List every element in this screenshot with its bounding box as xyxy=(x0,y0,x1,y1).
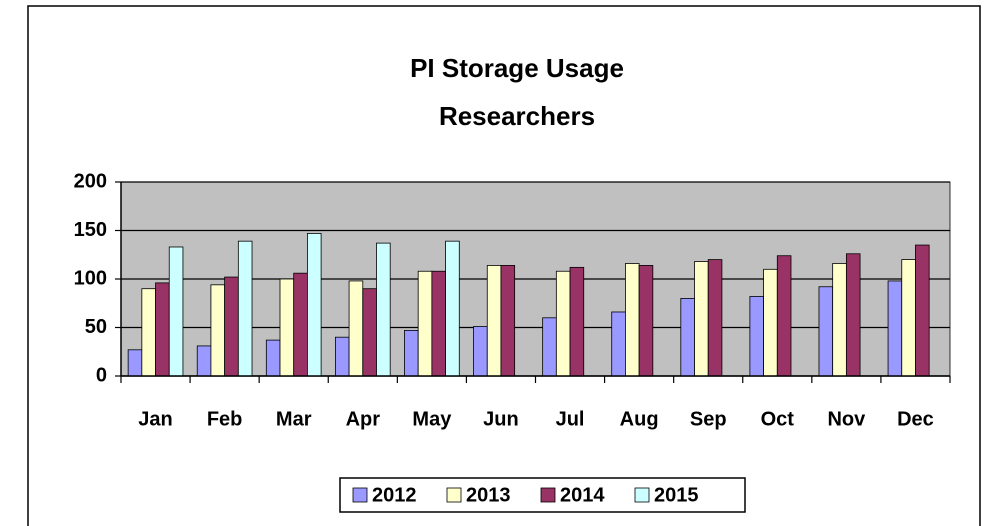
bar xyxy=(555,270,571,377)
bar xyxy=(307,233,322,377)
legend-label: 2012 xyxy=(372,484,417,506)
bar xyxy=(348,280,364,377)
x-tick-label: Dec xyxy=(897,408,934,430)
bar xyxy=(832,263,847,377)
x-tick-label: Jul xyxy=(556,408,585,430)
bar xyxy=(417,270,433,377)
x-tick-label: Oct xyxy=(761,408,795,430)
bar xyxy=(127,349,143,377)
legend-label: 2015 xyxy=(654,484,699,506)
bar xyxy=(694,261,709,377)
bar xyxy=(776,255,792,377)
bar xyxy=(845,253,861,377)
x-tick-label: Jan xyxy=(138,408,172,430)
plot-border xyxy=(120,181,951,377)
chart-title: PI Storage Usage xyxy=(410,53,624,83)
bar xyxy=(404,330,419,377)
bar xyxy=(141,288,156,377)
x-tick-label: Aug xyxy=(620,408,659,430)
x-tick-label: Mar xyxy=(276,408,312,430)
bar xyxy=(155,282,170,377)
bar xyxy=(818,286,834,377)
bar xyxy=(445,240,460,377)
x-tick-label: Sep xyxy=(690,408,727,430)
bar xyxy=(763,268,778,377)
x-tick-label: Nov xyxy=(827,408,866,430)
bar xyxy=(265,339,281,377)
bar xyxy=(901,259,916,377)
bar xyxy=(210,284,226,377)
y-tick-label: 100 xyxy=(74,267,107,289)
bar xyxy=(168,246,184,377)
bar xyxy=(915,244,930,377)
bar xyxy=(237,240,253,377)
bar xyxy=(376,242,391,377)
bar xyxy=(749,296,764,377)
legend-swatch xyxy=(446,487,462,503)
legend-swatch xyxy=(540,487,556,503)
bar xyxy=(224,276,239,377)
y-tick-label: 150 xyxy=(74,219,107,241)
bar xyxy=(542,317,557,377)
bar xyxy=(569,266,585,377)
bar xyxy=(611,311,626,377)
bar xyxy=(625,263,640,377)
bar xyxy=(279,278,295,377)
bar xyxy=(473,326,488,377)
bar xyxy=(431,270,446,377)
legend-label: 2013 xyxy=(466,484,511,506)
bar xyxy=(707,259,723,377)
x-tick-label: May xyxy=(412,408,452,430)
bar xyxy=(486,265,502,377)
legend-swatch xyxy=(352,487,368,503)
bar xyxy=(638,265,654,377)
bar xyxy=(680,297,695,377)
y-tick-label: 200 xyxy=(74,170,107,192)
y-tick-label: 50 xyxy=(85,316,107,338)
chart-subtitle: Researchers xyxy=(439,101,595,131)
bar xyxy=(334,336,350,377)
bar xyxy=(293,272,308,377)
bar xyxy=(500,265,516,377)
bar xyxy=(887,280,903,377)
legend-swatch xyxy=(634,487,650,503)
y-tick-label: 0 xyxy=(96,364,107,386)
bar xyxy=(196,345,212,377)
x-tick-label: Apr xyxy=(346,408,381,430)
legend-label: 2014 xyxy=(560,484,605,506)
x-tick-label: Feb xyxy=(207,408,243,430)
bar xyxy=(362,288,377,377)
x-tick-label: Jun xyxy=(483,408,519,430)
